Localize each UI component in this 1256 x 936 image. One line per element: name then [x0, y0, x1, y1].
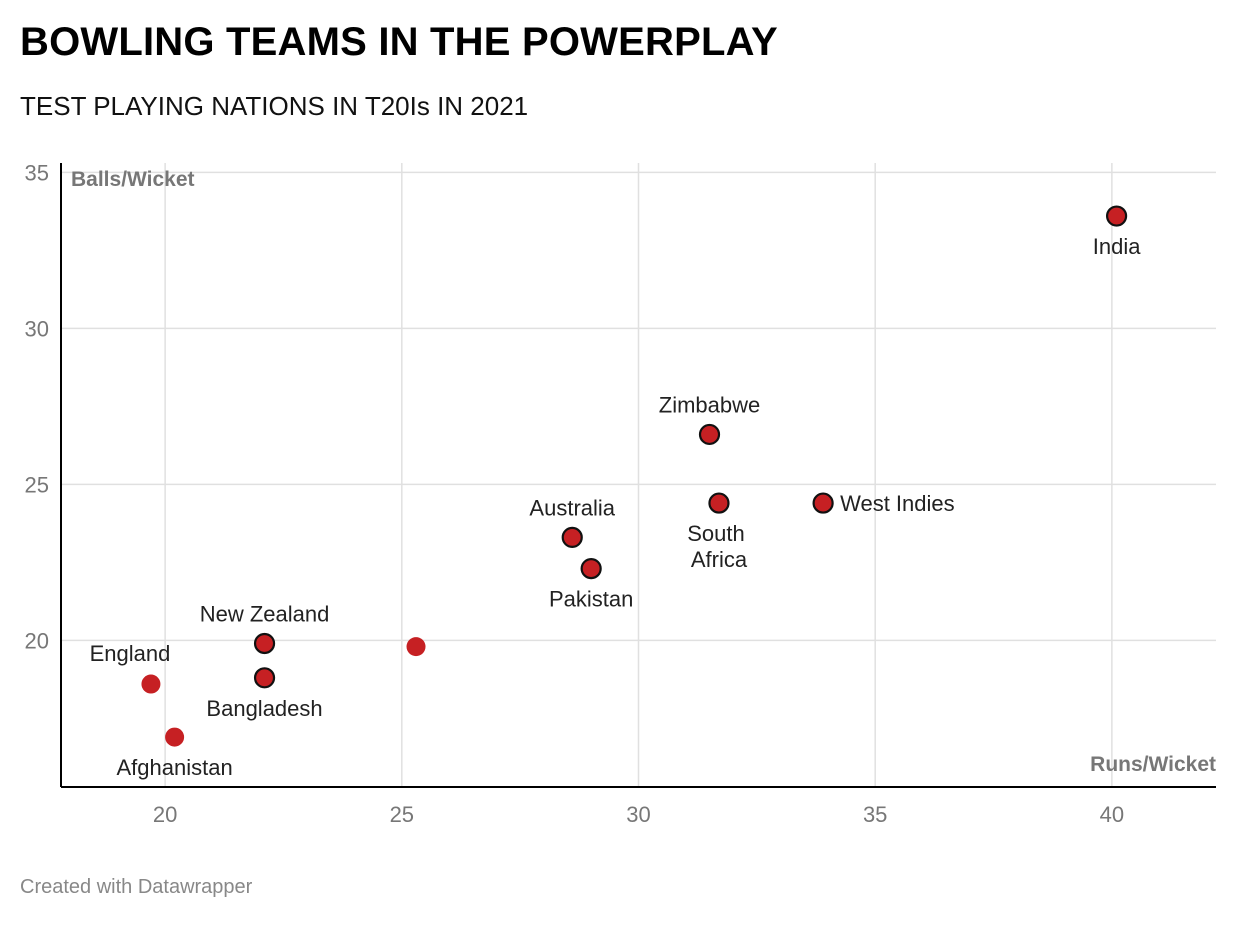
x-tick-label: 35	[863, 802, 887, 827]
data-point-south-africa	[708, 492, 730, 514]
y-tick-label: 30	[25, 316, 49, 341]
grid-layer	[61, 163, 1216, 787]
data-point-afghanistan	[165, 727, 185, 747]
point-label-afghanistan: Afghanistan	[117, 755, 233, 780]
data-point-unlabeled	[406, 637, 426, 657]
y-tick-label: 20	[25, 628, 49, 653]
points-layer	[141, 205, 1128, 747]
data-point-australia	[561, 526, 583, 549]
y-tick-label: 35	[25, 160, 49, 185]
x-tick-label: 40	[1100, 802, 1124, 827]
point-label-new-zealand: New Zealand	[200, 601, 330, 626]
y-tick-label: 25	[25, 472, 49, 497]
point-label-line: South	[687, 521, 745, 546]
point-label-england: England	[90, 641, 171, 666]
data-point-pakistan	[580, 557, 602, 580]
point-label-line: Africa	[691, 547, 748, 572]
x-tick-label: 25	[390, 802, 414, 827]
data-point-england	[141, 674, 161, 694]
point-label-india: India	[1093, 234, 1141, 259]
chart-subtitle: TEST PLAYING NATIONS IN T20Is IN 2021	[20, 91, 529, 121]
point-label-bangladesh: Bangladesh	[206, 696, 322, 721]
point-label-south-africa: South Africa	[687, 521, 748, 572]
labels-layer: India Zimbabwe South Africa West Indies Austr…	[90, 234, 1142, 780]
axis-layer: 20 25 30 35 20 25 30 35 40	[25, 160, 1216, 827]
x-tick-label: 20	[153, 802, 177, 827]
data-point-bangladesh	[253, 667, 276, 689]
point-label-pakistan: Pakistan	[549, 587, 633, 612]
point-label-australia: Australia	[529, 495, 615, 520]
point-label-zimbabwe: Zimbabwe	[659, 392, 760, 417]
x-axis-title: Runs/Wicket	[1090, 753, 1216, 776]
data-point-zimbabwe	[698, 423, 721, 446]
data-point-new-zealand	[253, 632, 276, 655]
data-point-india	[1105, 205, 1128, 227]
credit-text: Created with Datawrapper	[20, 876, 253, 898]
y-axis-title: Balls/Wicket	[71, 168, 195, 191]
chart-title: BOWLING TEAMS IN THE POWERPLAY	[20, 20, 778, 64]
data-point-west-indies	[812, 492, 834, 514]
point-label-west-indies: West Indies	[840, 491, 955, 516]
x-tick-label: 30	[626, 802, 650, 827]
